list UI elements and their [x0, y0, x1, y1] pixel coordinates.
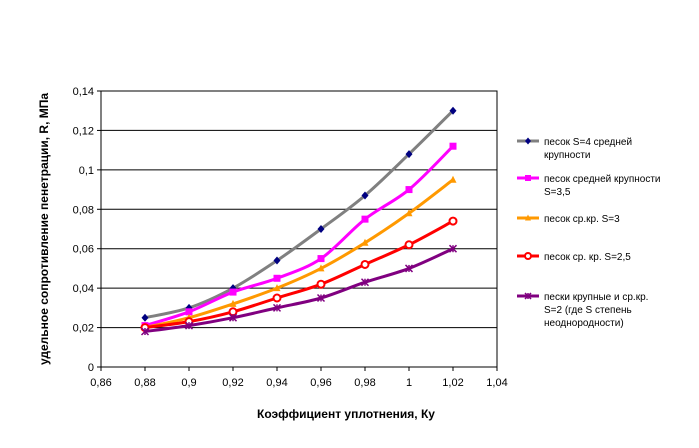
data-point-marker: [449, 106, 457, 115]
legend: песок S=4 средней крупности песок средней …: [517, 137, 660, 329]
x-tick-label: 0,88: [134, 377, 155, 389]
series-5: [140, 244, 458, 336]
data-point-marker: [141, 313, 149, 322]
data-point-marker: [360, 278, 370, 287]
y-tick-label: 0,14: [73, 86, 94, 98]
legend-label: песок средней крупности: [544, 174, 660, 185]
data-point-marker: [317, 264, 325, 272]
data-point-marker: [405, 186, 413, 194]
data-point-marker: [361, 215, 369, 223]
data-point-marker: [360, 259, 370, 269]
data-point-marker: [273, 256, 281, 265]
data-point-marker: [449, 142, 457, 150]
legend-label: песок ср. кр. S=2,5: [544, 252, 631, 263]
x-tick-label: 1,02: [442, 377, 463, 389]
data-point-marker: [404, 264, 414, 273]
x-tick-label: 0,96: [310, 377, 331, 389]
y-tick-label: 0,12: [73, 125, 94, 137]
data-point-marker: [316, 293, 326, 303]
data-point-marker: [404, 240, 414, 250]
legend-label: S=2 (где S степень: [544, 305, 632, 316]
data-point-marker: [317, 225, 325, 233]
data-point-marker: [405, 209, 413, 217]
data-point-marker: [525, 214, 531, 221]
axes: 0 0,02 0,04 0,06 0,08 0,1 0,12 0,14 0,86 0,88 0,9 0…: [73, 86, 508, 389]
series-line: [144, 247, 454, 334]
x-tick-label: 0,86: [90, 377, 111, 389]
legend-label: неоднородности): [544, 318, 624, 329]
legend-label: песок ср.кр. S=3: [544, 214, 620, 225]
y-tick-label: 0,04: [73, 283, 94, 295]
legend-item-4: песок ср. кр. S=2,5: [517, 252, 631, 263]
x-tick-label: 0,98: [354, 377, 375, 389]
data-point-marker: [448, 216, 458, 226]
data-point-marker: [184, 321, 194, 330]
plot-area: [100, 90, 498, 368]
data-point-marker: [525, 137, 531, 145]
series-2: [141, 142, 457, 330]
y-axis-title: удельное сопротивление пенетрации, R, МП…: [37, 93, 51, 365]
data-point-marker: [316, 279, 326, 289]
y-tick-label: 0: [88, 362, 94, 374]
legend-label: крупности: [544, 150, 591, 161]
series-3: [141, 175, 457, 331]
data-point-marker: [272, 293, 282, 303]
data-point-marker: [272, 303, 282, 312]
y-tick-label: 0,02: [73, 323, 94, 335]
data-point-marker: [273, 274, 281, 282]
data-point-marker: [229, 299, 237, 307]
data-point-marker: [524, 252, 532, 260]
data-point-marker: [140, 327, 150, 336]
data-point-marker: [524, 292, 532, 300]
series-line: [144, 145, 455, 328]
data-point-marker: [317, 255, 325, 263]
data-point-marker: [449, 175, 457, 183]
series-layer: [140, 106, 458, 336]
data-point-marker: [525, 175, 531, 181]
series-line: [144, 109, 455, 320]
gridlines: [101, 129, 497, 329]
legend-item-2: песок средней крупности S=3,5: [517, 174, 660, 198]
legend-label: S=3,5: [544, 187, 571, 198]
x-tick-label: 1,04: [486, 377, 507, 389]
series-line: [144, 178, 454, 330]
legend-label: пески крупные и ср.кр.: [544, 292, 648, 303]
data-point-marker: [229, 288, 237, 296]
x-tick-label: 0,92: [222, 377, 243, 389]
y-tick-label: 0,06: [73, 244, 94, 256]
data-point-marker: [361, 191, 369, 200]
x-tick-label: 0,94: [266, 377, 287, 389]
data-point-marker: [273, 284, 281, 292]
legend-item-3: песок ср.кр. S=3: [517, 214, 620, 225]
data-point-marker: [405, 150, 413, 159]
data-point-marker: [361, 238, 369, 246]
legend-item-5: пески крупные и ср.кр. S=2 (где S степень…: [517, 292, 648, 329]
x-axis-title: Коэффициент уплотнения, Ку: [257, 407, 435, 421]
legend-item-1: песок S=4 средней крупности: [517, 137, 632, 161]
data-point-marker: [448, 244, 458, 253]
y-tick-label: 0,08: [73, 204, 94, 216]
data-point-marker: [185, 308, 193, 316]
legend-label: песок S=4 средней: [544, 137, 632, 148]
x-tick-label: 1: [406, 377, 412, 389]
series-1: [141, 106, 457, 322]
data-point-marker: [228, 313, 238, 322]
x-tick-label: 0,9: [181, 377, 196, 389]
y-tick-label: 0,1: [79, 165, 94, 177]
